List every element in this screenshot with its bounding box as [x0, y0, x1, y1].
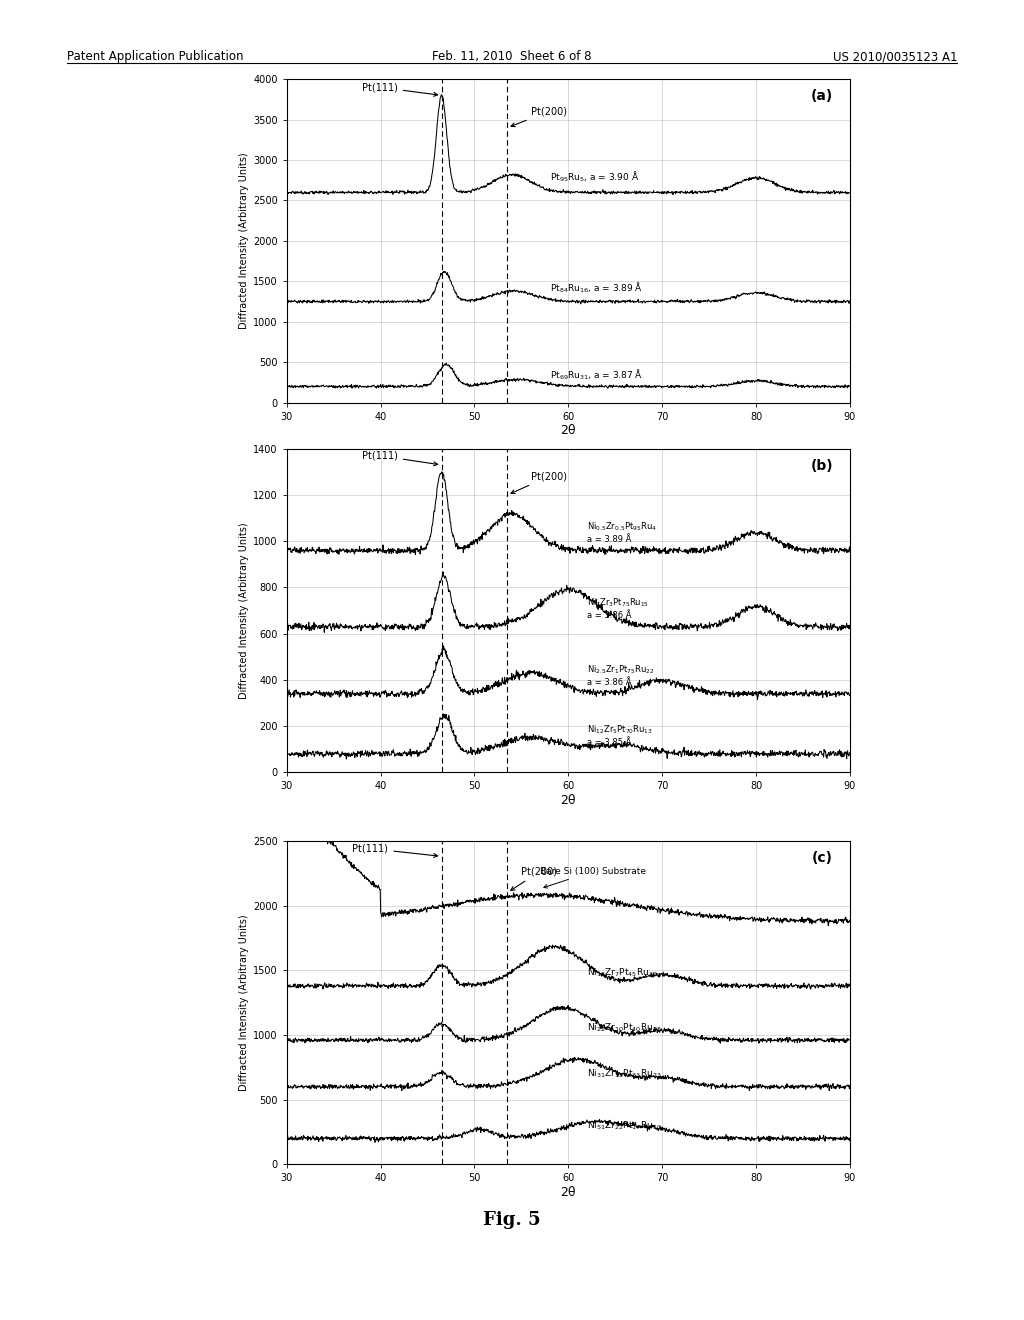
Text: Ni$_{22}$Zr$_{10}$Pt$_{40}$Ru$_{28}$: Ni$_{22}$Zr$_{10}$Pt$_{40}$Ru$_{28}$ [587, 1022, 662, 1034]
Text: (c): (c) [812, 850, 834, 865]
Text: Pt(200): Pt(200) [511, 471, 566, 494]
Text: Pt(111): Pt(111) [352, 843, 437, 858]
Text: Ni$_{7}$Zr$_{3}$Pt$_{75}$Ru$_{15}$
a = 3.86 Å: Ni$_{7}$Zr$_{3}$Pt$_{75}$Ru$_{15}$ a = 3… [587, 597, 649, 620]
X-axis label: 2θ: 2θ [560, 795, 577, 807]
Text: Pt(200): Pt(200) [511, 107, 566, 127]
X-axis label: 2θ: 2θ [560, 1187, 577, 1199]
Text: Pt(111): Pt(111) [361, 82, 437, 96]
Text: Pt$_{95}$Ru$_{5}$, a = 3.90 Å: Pt$_{95}$Ru$_{5}$, a = 3.90 Å [550, 170, 639, 185]
Text: Feb. 11, 2010  Sheet 6 of 8: Feb. 11, 2010 Sheet 6 of 8 [432, 50, 592, 63]
Text: Pt(111): Pt(111) [361, 450, 437, 466]
Text: Ni$_{12}$Zr$_{5}$Pt$_{70}$Ru$_{13}$
a = 3.85 Å: Ni$_{12}$Zr$_{5}$Pt$_{70}$Ru$_{13}$ a = … [587, 723, 653, 747]
Text: Pt$_{84}$Ru$_{16}$, a = 3.89 Å: Pt$_{84}$Ru$_{16}$, a = 3.89 Å [550, 281, 642, 296]
Text: Pt(200): Pt(200) [511, 867, 557, 891]
Text: (b): (b) [810, 458, 834, 473]
Text: Bare Si (100) Substrate: Bare Si (100) Substrate [541, 867, 646, 888]
Y-axis label: Diffracted Intensity (Arbitrary Units): Diffracted Intensity (Arbitrary Units) [239, 915, 249, 1090]
Text: Ni$_{2.5}$Zr$_{1}$Pt$_{75}$Ru$_{22}$
a = 3.86 Å: Ni$_{2.5}$Zr$_{1}$Pt$_{75}$Ru$_{22}$ a =… [587, 664, 654, 686]
Text: Ni$_{16}$Zr$_{7}$Pt$_{45}$Ru$_{32}$: Ni$_{16}$Zr$_{7}$Pt$_{45}$Ru$_{32}$ [587, 966, 657, 979]
Text: Fig. 5: Fig. 5 [483, 1210, 541, 1229]
Text: US 2010/0035123 A1: US 2010/0035123 A1 [833, 50, 957, 63]
Text: Ni$_{0.5}$Zr$_{0.5}$Pt$_{95}$Ru$_{4}$
a = 3.89 Å: Ni$_{0.5}$Zr$_{0.5}$Pt$_{95}$Ru$_{4}$ a … [587, 520, 657, 544]
Text: (a): (a) [811, 88, 834, 103]
Y-axis label: Diffracted Intensity (Arbitrary Units): Diffracted Intensity (Arbitrary Units) [239, 153, 249, 329]
Text: Patent Application Publication: Patent Application Publication [67, 50, 243, 63]
Y-axis label: Diffracted Intensity (Arbitrary Units): Diffracted Intensity (Arbitrary Units) [239, 523, 249, 698]
Text: Ni$_{31}$Zr$_{13}$Pt$_{33}$Ru$_{23}$: Ni$_{31}$Zr$_{13}$Pt$_{33}$Ru$_{23}$ [587, 1068, 662, 1080]
X-axis label: 2θ: 2θ [560, 425, 577, 437]
Text: Pt$_{69}$Ru$_{31}$, a = 3.87 Å: Pt$_{69}$Ru$_{31}$, a = 3.87 Å [550, 367, 642, 381]
Text: Ni$_{51}$Zr$_{22}$Pt$_{17}$Ru$_{10}$: Ni$_{51}$Zr$_{22}$Pt$_{17}$Ru$_{10}$ [587, 1119, 662, 1133]
